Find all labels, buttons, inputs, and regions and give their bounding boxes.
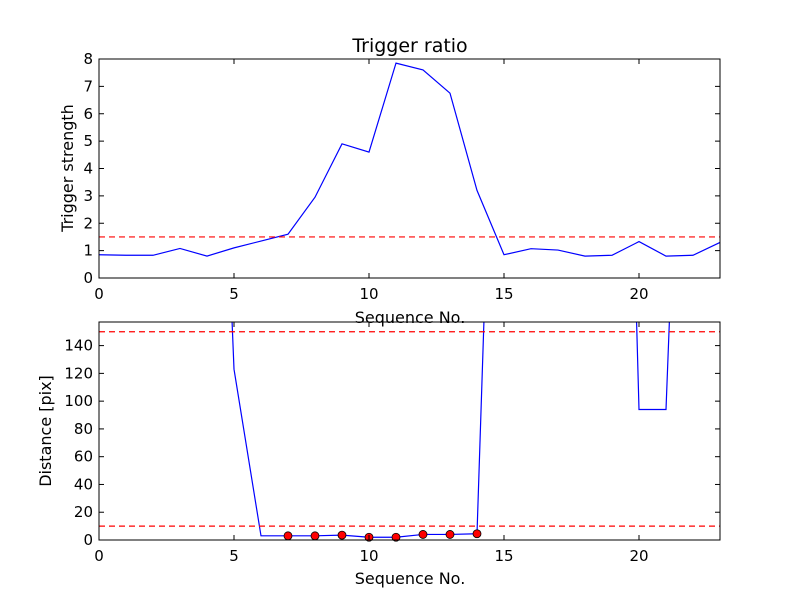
y-axis-label: Trigger strength bbox=[58, 104, 77, 233]
y-tick-label: 20 bbox=[74, 503, 93, 521]
y-tick-label: 7 bbox=[83, 77, 93, 95]
y-tick-label: 80 bbox=[74, 420, 93, 438]
y-tick-label: 8 bbox=[83, 50, 93, 68]
x-tick-label: 10 bbox=[359, 547, 378, 565]
x-axis-label: Sequence No. bbox=[355, 569, 466, 588]
axes-frame bbox=[98, 321, 721, 541]
y-tick-label: 2 bbox=[83, 214, 93, 232]
data-point-marker bbox=[418, 530, 428, 539]
data-point-marker bbox=[391, 532, 401, 542]
y-tick-label: 140 bbox=[64, 337, 93, 355]
plot-area: 0 5 10 15 20 0 20 40 60 80 100 120 140 bbox=[64, 321, 721, 565]
y-tick-label: 60 bbox=[74, 448, 93, 466]
y-tick-label: 100 bbox=[64, 392, 93, 410]
data-point-marker bbox=[445, 530, 455, 539]
data-point-marker bbox=[310, 531, 320, 541]
data-layer bbox=[99, 322, 720, 538]
x-tick-label: 10 bbox=[359, 285, 378, 303]
x-tick-label: 0 bbox=[94, 547, 104, 565]
chart-title: Trigger ratio bbox=[351, 35, 467, 57]
series-line bbox=[231, 322, 485, 538]
x-tick-label: 15 bbox=[494, 547, 513, 565]
y-tick-label: 120 bbox=[64, 364, 93, 382]
series-line bbox=[99, 62, 720, 257]
plot-area: 0 5 10 15 20 0 1 2 3 4 5 6 7 8 bbox=[83, 50, 721, 303]
x-tick-label: 20 bbox=[629, 547, 648, 565]
y-tick-label: 6 bbox=[83, 105, 93, 123]
y-tick-label: 4 bbox=[83, 160, 93, 178]
trigger-ratio-chart: Trigger ratio Trigger strength 0 5 10 15 200… bbox=[58, 35, 721, 327]
series-line bbox=[635, 322, 670, 411]
y-tick-label: 5 bbox=[83, 132, 93, 150]
x-tick-label: 15 bbox=[494, 285, 513, 303]
y-tick-label: 0 bbox=[83, 269, 93, 287]
data-point-marker bbox=[472, 529, 482, 539]
x-tick-label: 5 bbox=[229, 547, 239, 565]
distance-chart: Distance [pix] 0 5 10 15 20 0 20 40 60 80 100 120 14… bbox=[36, 321, 721, 588]
x-tick-label: 5 bbox=[229, 285, 239, 303]
y-tick-label: 1 bbox=[83, 242, 93, 260]
x-tick-label: 0 bbox=[94, 285, 104, 303]
y-tick-label: 0 bbox=[83, 531, 93, 549]
x-axis-label: Sequence No. bbox=[355, 308, 466, 327]
data-point-marker bbox=[337, 530, 347, 540]
y-tick-label: 40 bbox=[74, 475, 93, 493]
x-tick-label: 20 bbox=[629, 285, 648, 303]
y-axis-label: Distance [pix] bbox=[36, 375, 55, 487]
data-point-marker bbox=[283, 531, 293, 541]
y-tick-label: 3 bbox=[83, 187, 93, 205]
data-layer bbox=[99, 62, 720, 257]
